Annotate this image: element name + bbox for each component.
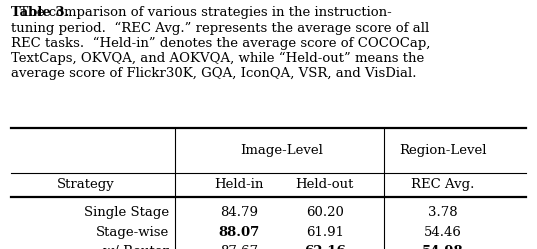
Text: 60.20: 60.20 [306, 206, 344, 219]
Text: 3.78: 3.78 [428, 206, 458, 219]
Text: Held-out: Held-out [296, 178, 354, 191]
Text: 62.16: 62.16 [304, 245, 346, 249]
Text: 88.07: 88.07 [219, 226, 259, 239]
Text: 54.98: 54.98 [422, 245, 464, 249]
Text: 61.91: 61.91 [306, 226, 344, 239]
Text: The comparison of various strategies in the instruction-
tuning period.  “REC Av: The comparison of various strategies in … [11, 6, 430, 80]
Text: 84.79: 84.79 [220, 206, 258, 219]
Text: Single Stage: Single Stage [84, 206, 169, 219]
Text: Region-Level: Region-Level [400, 144, 487, 157]
Text: Image-Level: Image-Level [241, 144, 323, 157]
Text: Strategy: Strategy [57, 178, 115, 191]
Text: w/ Router: w/ Router [103, 245, 169, 249]
Text: Table 3.: Table 3. [11, 6, 69, 19]
Text: Held-in: Held-in [214, 178, 264, 191]
Text: Stage-wise: Stage-wise [96, 226, 169, 239]
Text: REC Avg.: REC Avg. [411, 178, 475, 191]
Text: 87.67: 87.67 [220, 245, 258, 249]
Text: 54.46: 54.46 [424, 226, 462, 239]
